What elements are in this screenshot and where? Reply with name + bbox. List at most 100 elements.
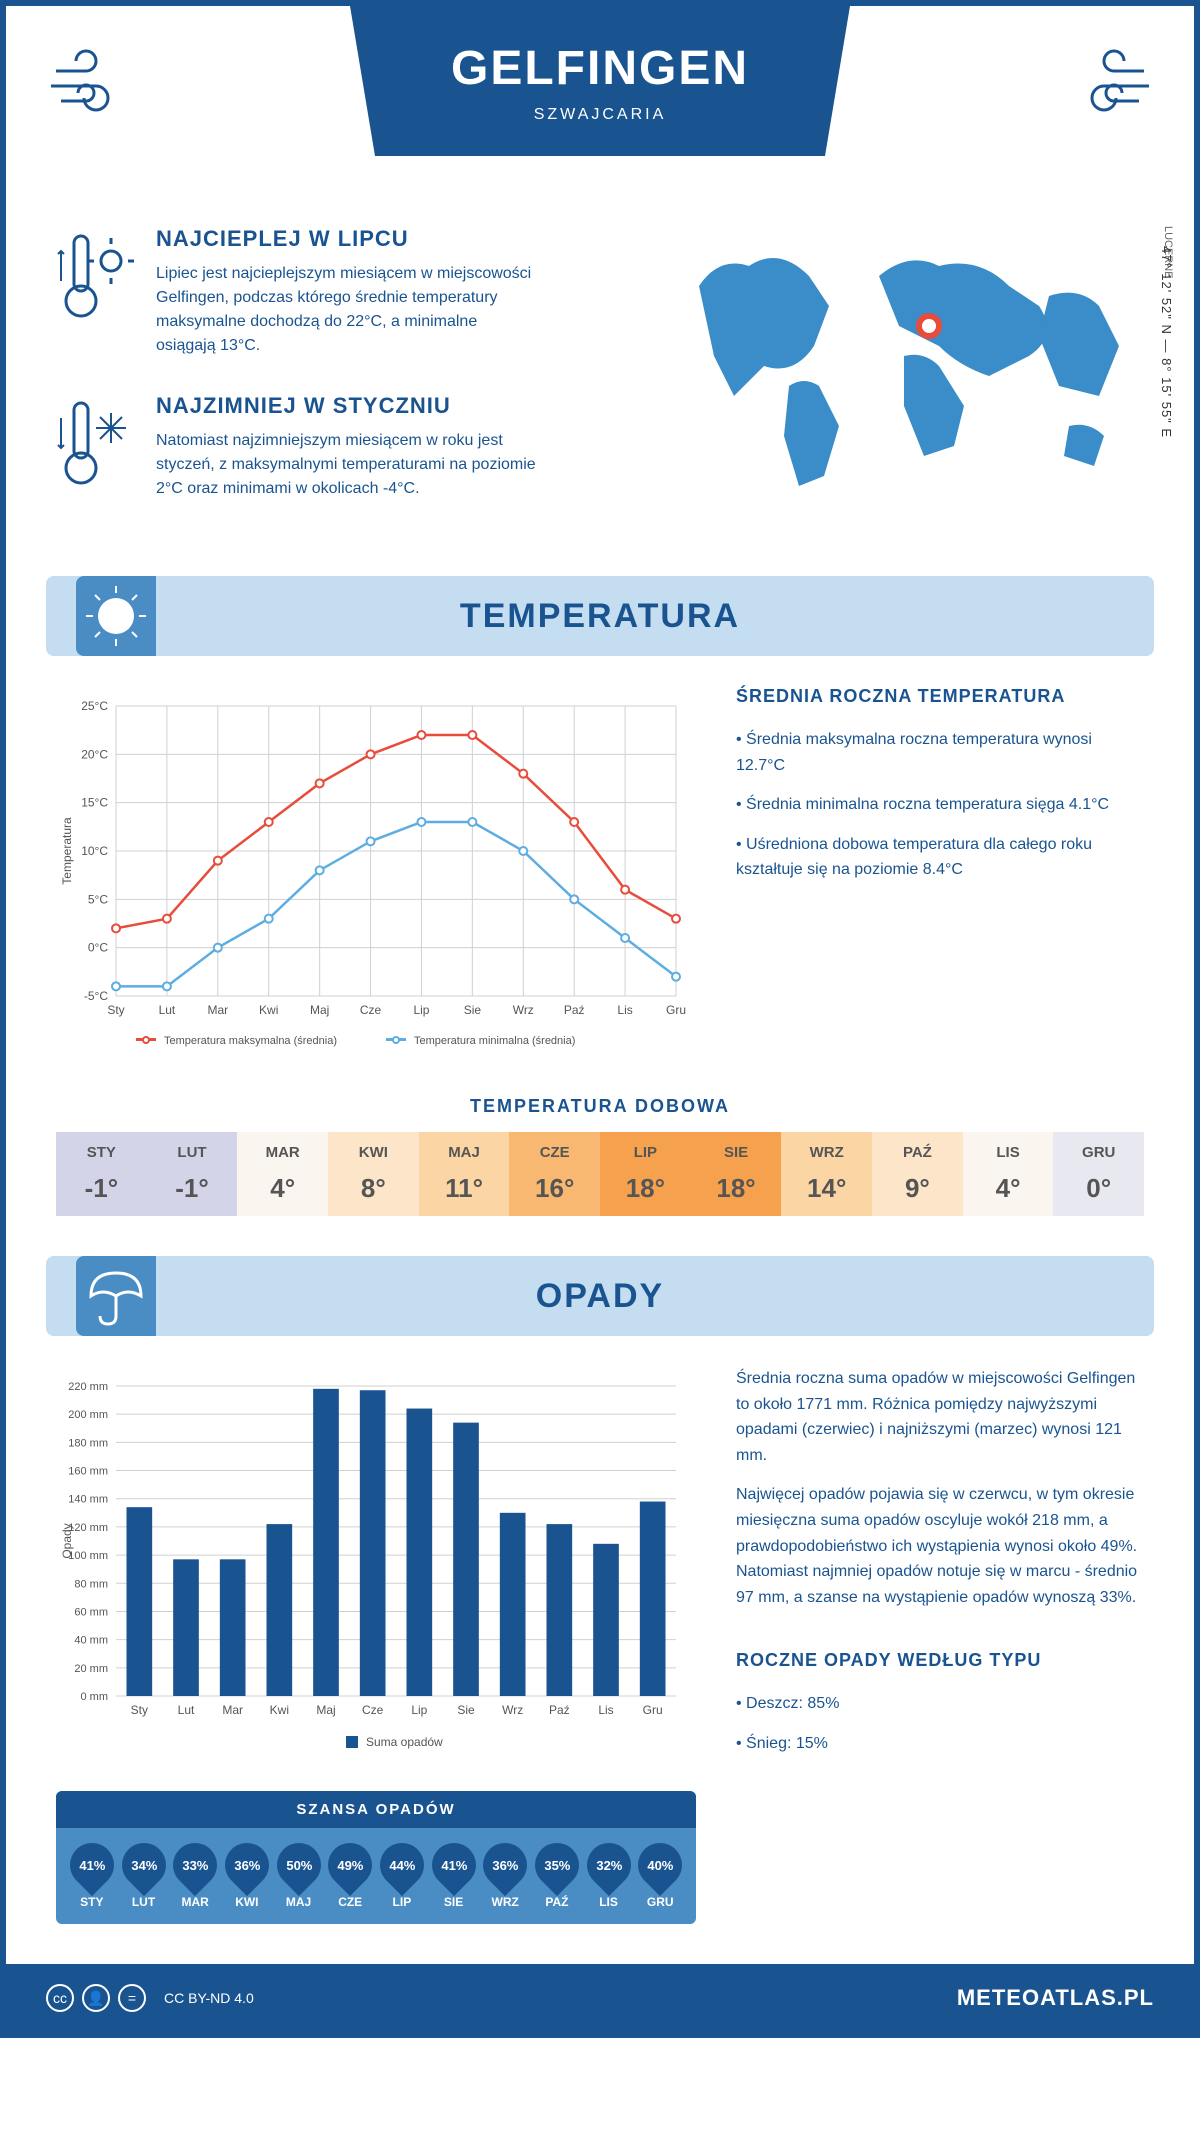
rain-chance-cell: 49%CZE bbox=[324, 1843, 376, 1909]
svg-text:140 mm: 140 mm bbox=[68, 1494, 108, 1506]
section-title: OPADY bbox=[536, 1277, 664, 1316]
svg-text:Temperatura maksymalna (średni: Temperatura maksymalna (średnia) bbox=[164, 1035, 337, 1047]
svg-text:Lut: Lut bbox=[159, 1003, 176, 1017]
temp-daily-cell: WRZ14° bbox=[781, 1132, 872, 1216]
section-header-temperature: TEMPERATURA bbox=[46, 576, 1154, 656]
daily-temp-title: TEMPERATURA DOBOWA bbox=[56, 1096, 1144, 1117]
footer: cc 👤 = CC BY-ND 4.0 METEOATLAS.PL bbox=[6, 1964, 1194, 2032]
coldest-block: NAJZIMNIEJ W STYCZNIU Natomiast najzimni… bbox=[56, 393, 624, 501]
svg-text:Lip: Lip bbox=[411, 1703, 427, 1717]
svg-text:Temperatura minimalna (średnia: Temperatura minimalna (średnia) bbox=[414, 1035, 575, 1047]
svg-text:Mar: Mar bbox=[222, 1703, 243, 1717]
svg-text:Wrz: Wrz bbox=[513, 1003, 534, 1017]
temp-daily-cell: GRU0° bbox=[1053, 1132, 1144, 1216]
temp-bullet: • Średnia maksymalna roczna temperatura … bbox=[736, 727, 1144, 778]
rain-chance-cell: 35%PAŹ bbox=[531, 1843, 583, 1909]
rain-chance-cell: 41%SIE bbox=[428, 1843, 480, 1909]
rain-chance-cell: 36%KWI bbox=[221, 1843, 273, 1909]
temp-bullet: • Uśredniona dobowa temperatura dla całe… bbox=[736, 832, 1144, 883]
temp-daily-cell: SIE18° bbox=[691, 1132, 782, 1216]
svg-text:Sie: Sie bbox=[464, 1003, 482, 1017]
svg-text:Wrz: Wrz bbox=[502, 1703, 523, 1717]
temperature-summary: ŚREDNIA ROCZNA TEMPERATURA • Średnia mak… bbox=[736, 686, 1144, 1066]
section-title: TEMPERATURA bbox=[460, 597, 740, 636]
page-subtitle: SZWAJCARIA bbox=[350, 106, 850, 124]
svg-text:Kwi: Kwi bbox=[270, 1703, 289, 1717]
coordinates: 47° 12' 52" N — 8° 15' 55" E bbox=[1159, 246, 1174, 438]
temperature-line-chart: -5°C0°C5°C10°C15°C20°C25°CStyLutMarKwiMa… bbox=[56, 686, 696, 1066]
svg-text:Suma opadów: Suma opadów bbox=[366, 1735, 443, 1749]
section-header-precipitation: OPADY bbox=[46, 1256, 1154, 1336]
rain-chance-cell: 50%MAJ bbox=[273, 1843, 325, 1909]
svg-text:120 mm: 120 mm bbox=[68, 1522, 108, 1534]
svg-text:20°C: 20°C bbox=[81, 747, 108, 761]
svg-text:80 mm: 80 mm bbox=[74, 1578, 108, 1590]
temp-daily-cell: PAŹ9° bbox=[872, 1132, 963, 1216]
daily-temperature-table: TEMPERATURA DOBOWA STY-1°LUT-1°MAR4°KWI8… bbox=[6, 1096, 1194, 1216]
rain-chance-cell: 41%STY bbox=[66, 1843, 118, 1909]
temp-info-title: ŚREDNIA ROCZNA TEMPERATURA bbox=[736, 686, 1144, 707]
rain-chance-cell: 44%LIP bbox=[376, 1843, 428, 1909]
umbrella-icon bbox=[76, 1256, 156, 1336]
precip-type-title: ROCZNE OPADY WEDŁUG TYPU bbox=[736, 1650, 1144, 1671]
rain-chance-table: SZANSA OPADÓW 41%STY34%LUT33%MAR36%KWI50… bbox=[56, 1791, 696, 1924]
license-text: CC BY-ND 4.0 bbox=[164, 1990, 254, 2006]
cc-icon: cc bbox=[46, 1984, 74, 2012]
svg-text:Sty: Sty bbox=[107, 1003, 124, 1017]
svg-text:Cze: Cze bbox=[360, 1003, 382, 1017]
svg-text:Temperatura: Temperatura bbox=[60, 817, 74, 885]
coldest-text: Natomiast najzimniejszym miesiącem w rok… bbox=[156, 429, 536, 501]
footer-logo: METEOATLAS.PL bbox=[957, 1985, 1154, 2011]
svg-text:Sie: Sie bbox=[457, 1703, 475, 1717]
svg-text:25°C: 25°C bbox=[81, 699, 108, 713]
svg-text:Cze: Cze bbox=[362, 1703, 384, 1717]
temp-daily-cell: LIS4° bbox=[963, 1132, 1054, 1216]
warmest-title: NAJCIEPLEJ W LIPCU bbox=[156, 226, 536, 252]
svg-text:0 mm: 0 mm bbox=[81, 1691, 109, 1703]
precipitation-summary: Średnia roczna suma opadów w miejscowośc… bbox=[736, 1366, 1144, 1924]
temp-daily-cell: KWI8° bbox=[328, 1132, 419, 1216]
svg-text:Mar: Mar bbox=[207, 1003, 228, 1017]
info-section: NAJCIEPLEJ W LIPCU Lipiec jest najcieple… bbox=[6, 206, 1194, 556]
precip-type-item: • Deszcz: 85% bbox=[736, 1691, 1144, 1717]
svg-text:Paź: Paź bbox=[564, 1003, 585, 1017]
svg-text:Gru: Gru bbox=[666, 1003, 686, 1017]
license-block: cc 👤 = CC BY-ND 4.0 bbox=[46, 1984, 254, 2012]
svg-text:20 mm: 20 mm bbox=[74, 1663, 108, 1675]
wind-icon bbox=[1064, 46, 1154, 116]
wind-icon bbox=[46, 46, 136, 116]
svg-text:10°C: 10°C bbox=[81, 844, 108, 858]
location-marker bbox=[919, 316, 939, 336]
svg-text:Kwi: Kwi bbox=[259, 1003, 278, 1017]
svg-text:5°C: 5°C bbox=[88, 892, 108, 906]
svg-text:Gru: Gru bbox=[643, 1703, 663, 1717]
rain-chance-cell: 33%MAR bbox=[169, 1843, 221, 1909]
warmest-text: Lipiec jest najcieplejszym miesiącem w m… bbox=[156, 262, 536, 358]
temp-daily-cell: LIP18° bbox=[600, 1132, 691, 1216]
header: GELFINGEN SZWAJCARIA bbox=[6, 6, 1194, 206]
rain-chance-cell: 34%LUT bbox=[118, 1843, 170, 1909]
svg-text:Paź: Paź bbox=[549, 1703, 570, 1717]
precip-type-item: • Śnieg: 15% bbox=[736, 1731, 1144, 1757]
world-map-block: LUCERNE 47° 12' 52" N — 8° 15' 55" E bbox=[664, 226, 1144, 536]
thermometer-cold-icon bbox=[56, 393, 136, 501]
rain-chance-cell: 40%GRU bbox=[634, 1843, 686, 1909]
world-map bbox=[664, 226, 1144, 506]
temp-daily-cell: LUT-1° bbox=[147, 1132, 238, 1216]
precip-para: Najwięcej opadów pojawia się w czerwcu, … bbox=[736, 1482, 1144, 1610]
cc-by-icon: 👤 bbox=[82, 1984, 110, 2012]
svg-text:Opady: Opady bbox=[60, 1523, 74, 1558]
temp-daily-cell: MAJ11° bbox=[419, 1132, 510, 1216]
sun-icon bbox=[76, 576, 156, 656]
svg-text:Lut: Lut bbox=[178, 1703, 195, 1717]
svg-text:Sty: Sty bbox=[131, 1703, 148, 1717]
temp-daily-cell: CZE16° bbox=[509, 1132, 600, 1216]
svg-text:200 mm: 200 mm bbox=[68, 1409, 108, 1421]
temp-bullet: • Średnia minimalna roczna temperatura s… bbox=[736, 792, 1144, 818]
svg-text:Lis: Lis bbox=[617, 1003, 632, 1017]
svg-text:40 mm: 40 mm bbox=[74, 1635, 108, 1647]
svg-text:Lis: Lis bbox=[598, 1703, 613, 1717]
precip-para: Średnia roczna suma opadów w miejscowośc… bbox=[736, 1366, 1144, 1468]
svg-text:-5°C: -5°C bbox=[84, 989, 108, 1003]
thermometer-hot-icon bbox=[56, 226, 136, 358]
